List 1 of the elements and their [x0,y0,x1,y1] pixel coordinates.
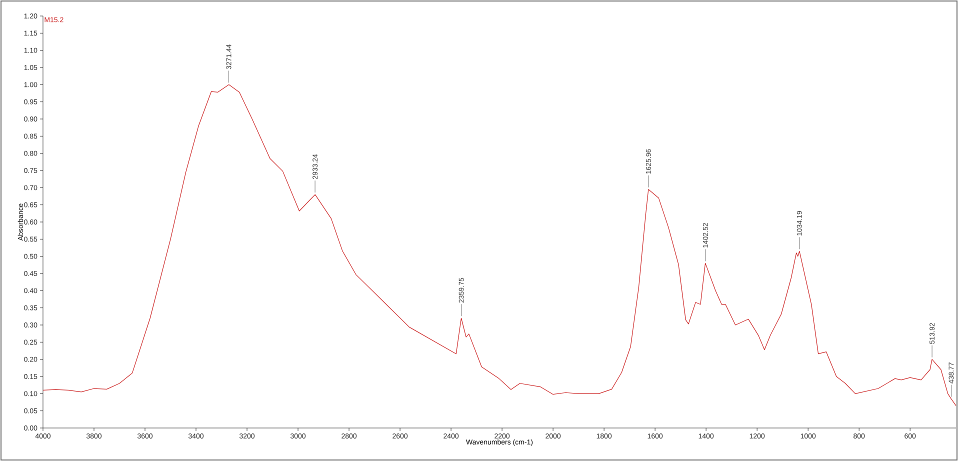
line-series [42,84,956,406]
